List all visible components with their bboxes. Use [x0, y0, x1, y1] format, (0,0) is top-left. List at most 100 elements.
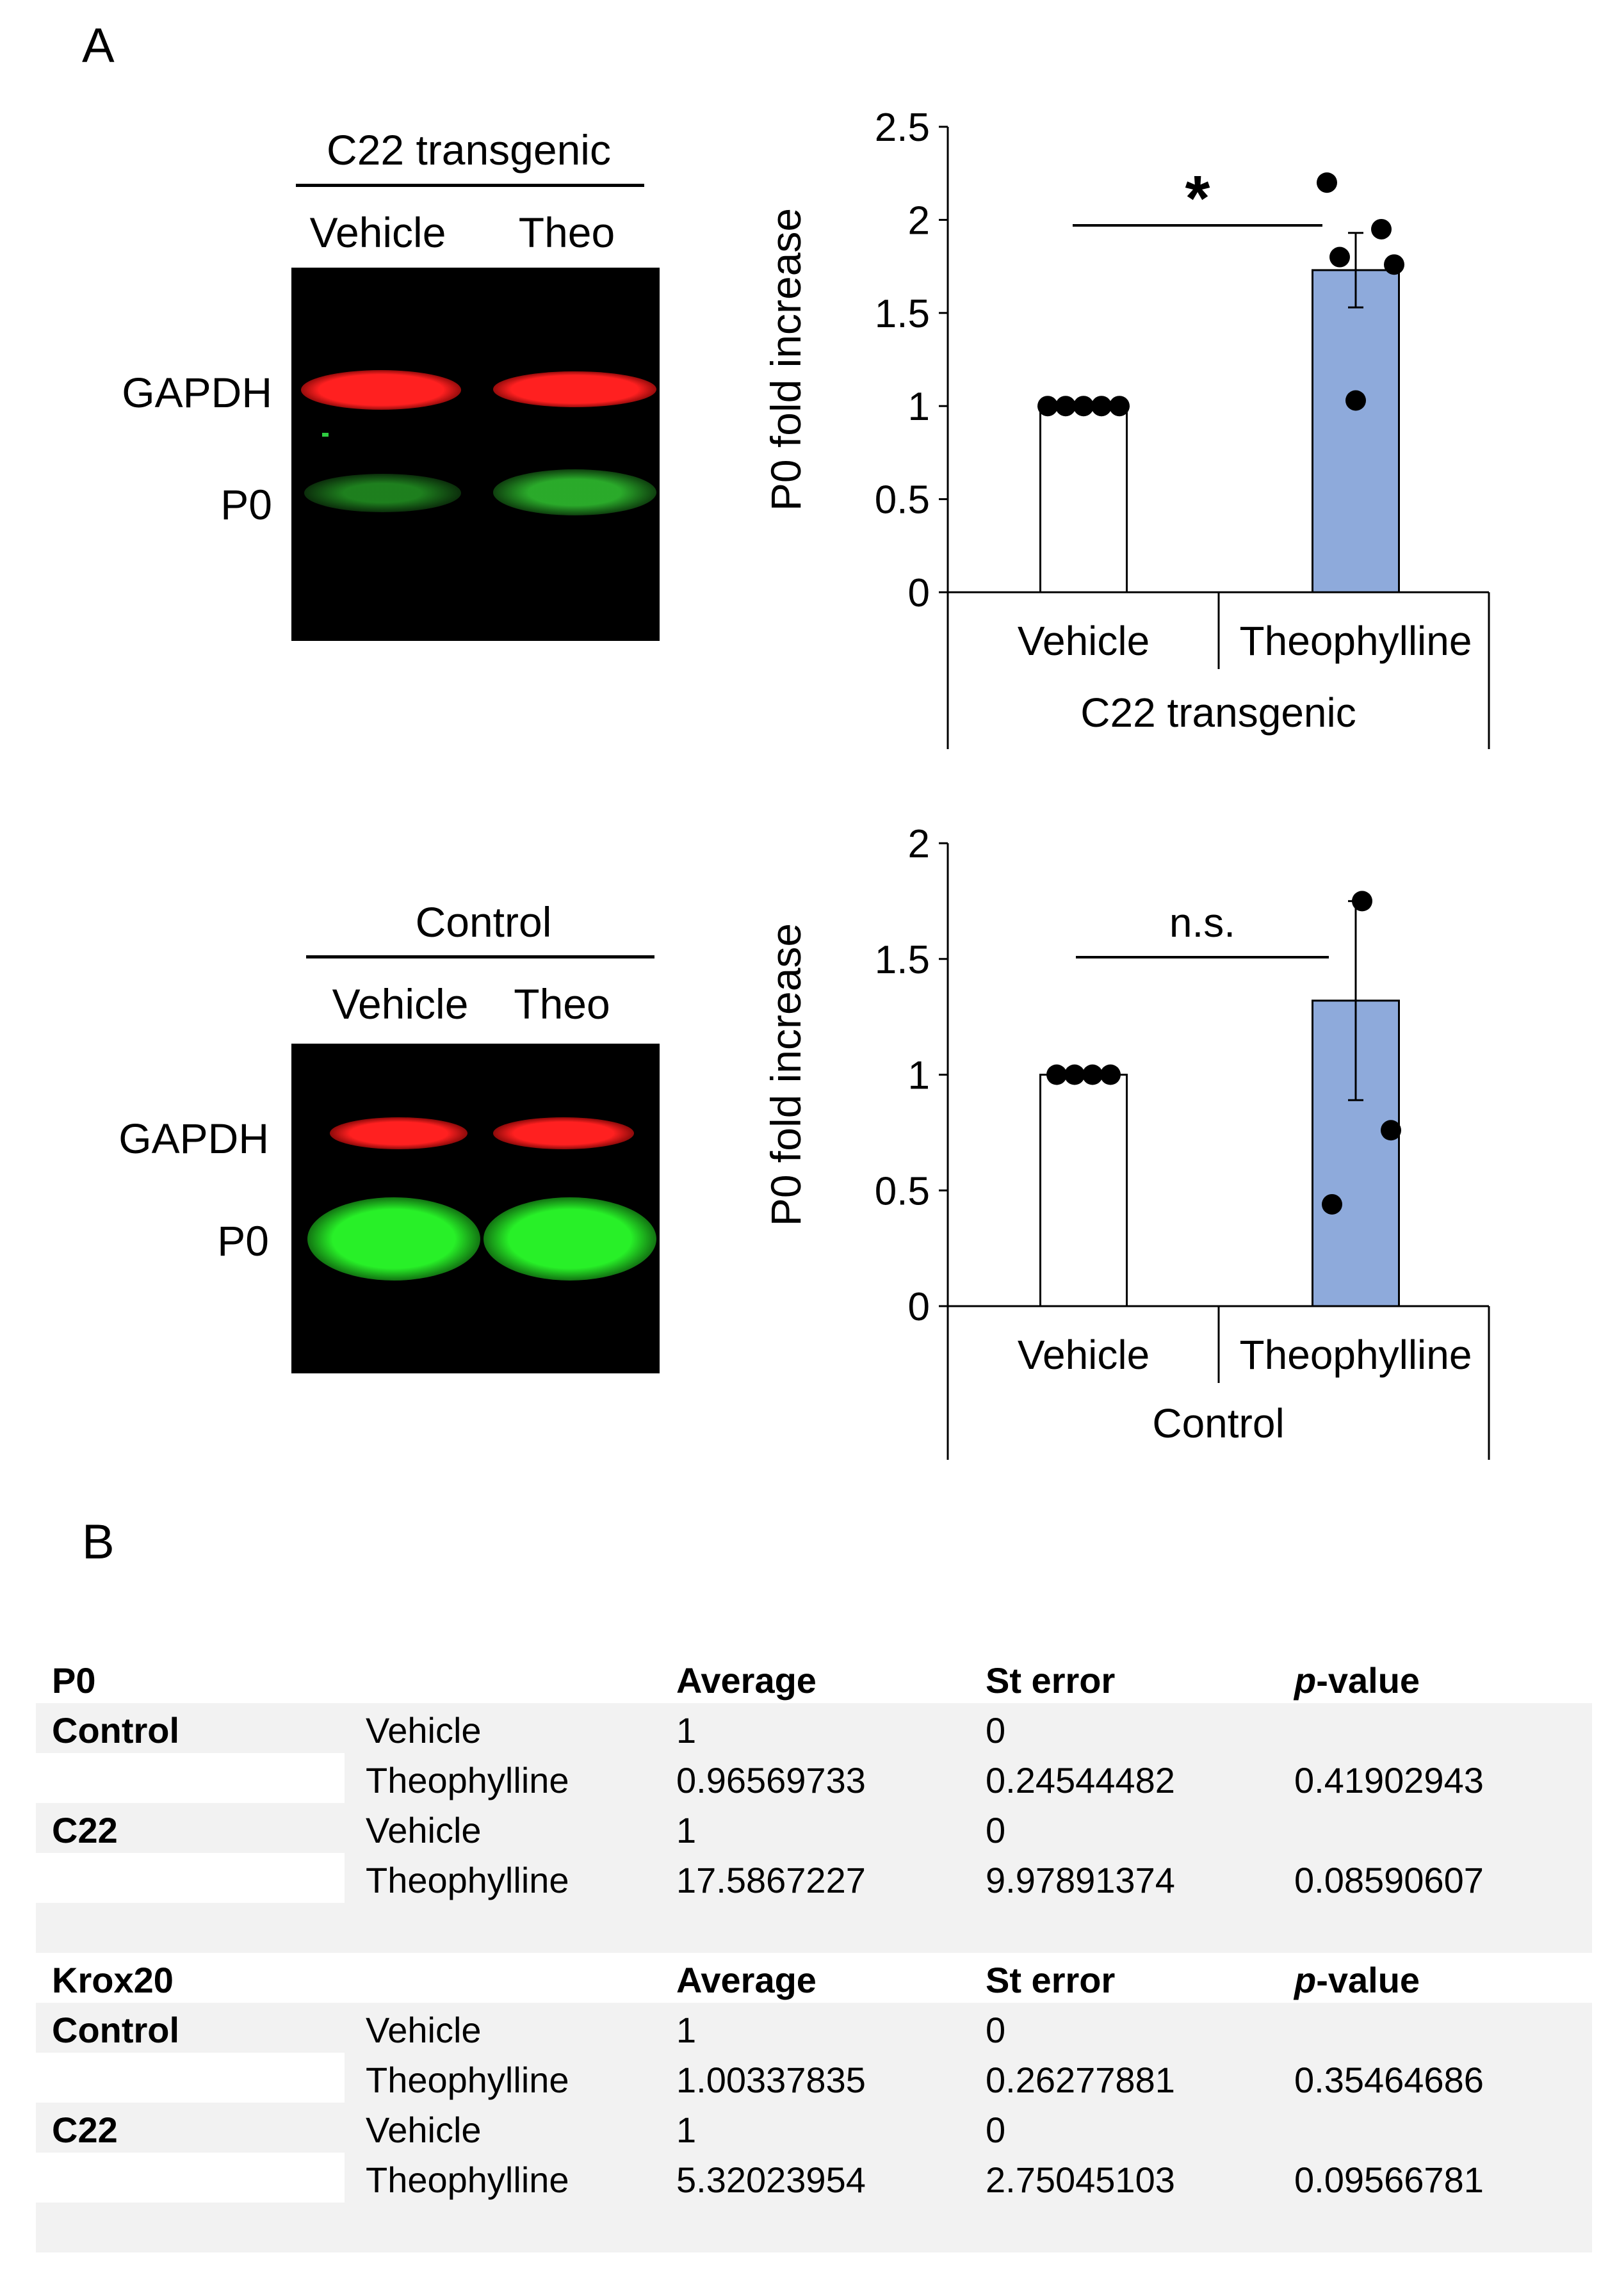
row-treatment: Vehicle	[366, 2110, 482, 2150]
blot1-group-label: C22 transgenic	[327, 126, 611, 174]
blot2-lane-theo: Theo	[514, 980, 610, 1028]
blot2-p0-theo-band	[483, 1197, 656, 1281]
y-tick-label: 0.5	[875, 478, 930, 522]
y-axis-label: P0 fold increase	[762, 923, 809, 1226]
blot1-group-line	[296, 184, 644, 187]
data-point	[1384, 254, 1404, 275]
data-point	[1322, 1193, 1342, 1215]
data-point	[1352, 891, 1372, 912]
row-sterror: 0	[986, 2010, 1006, 2050]
data-point	[1082, 1064, 1103, 1085]
data-point	[1037, 396, 1058, 417]
pvalue-italic-p: p	[1294, 1660, 1317, 1701]
data-point	[1329, 247, 1350, 268]
blot1-lane-theo: Theo	[518, 209, 615, 256]
y-tick-label: 0.5	[875, 1169, 930, 1213]
blot1-lane-vehicle: Vehicle	[309, 209, 446, 256]
data-point	[1055, 396, 1076, 417]
blot2-image	[291, 1044, 660, 1373]
row-group: C22	[52, 1810, 118, 1850]
blot1-p0-vehicle-band	[304, 474, 461, 512]
blot2-gapdh-vehicle-band	[330, 1117, 467, 1149]
x-tick-label: Theophylline	[1240, 1332, 1472, 1378]
row-pvalue: 0.08590607	[1294, 1860, 1484, 1900]
blot1-band-p0-label: P0	[220, 481, 272, 528]
x-tick-label: Theophylline	[1240, 618, 1472, 664]
bar-vehicle	[1039, 405, 1128, 594]
stats-table: P0 Average St error p-value Control Vehi…	[36, 1653, 1592, 2252]
y-tick-label: 1.5	[875, 292, 930, 336]
table-row: Control Vehicle 1 0	[36, 1703, 1592, 1753]
stats-header-row: P0 Average St error p-value	[36, 1653, 1592, 1703]
data-point	[1046, 1064, 1067, 1085]
data-point	[1345, 390, 1366, 411]
row-average: 17.5867227	[676, 1860, 866, 1900]
data-point	[1100, 1064, 1121, 1085]
data-point	[1317, 172, 1337, 193]
stats-header-pvalue: p-value	[1294, 1660, 1420, 1701]
data-point	[1091, 396, 1112, 417]
x-tick-label: Vehicle	[1018, 618, 1150, 664]
y-tick-label: 0	[908, 571, 930, 615]
y-tick-label: 2.5	[875, 106, 930, 150]
blot2-band-p0-label: P0	[217, 1217, 269, 1265]
blot2-lane-vehicle: Vehicle	[332, 980, 469, 1028]
significance-label: *	[1185, 163, 1210, 234]
row-pvalue: 0.09566781	[1294, 2160, 1484, 2200]
blot1-image	[291, 268, 660, 641]
row-treatment: Theophylline	[366, 1860, 569, 1900]
row-average: 5.32023954	[676, 2160, 866, 2200]
data-point	[1073, 396, 1094, 417]
data-point	[1381, 1120, 1401, 1141]
stats-header-sterror: St error	[986, 1960, 1116, 2000]
significance-label: n.s.	[1169, 900, 1235, 946]
table-row: C22 Vehicle 1 0	[36, 1803, 1592, 1853]
y-tick-label: 2	[908, 822, 930, 866]
blot1-speck	[322, 433, 329, 437]
table-row: Theophylline 17.5867227 9.97891374 0.085…	[36, 1853, 1592, 1903]
stats-header-row: Krox20 Average St error p-value	[36, 1953, 1592, 2003]
bar-theophylline	[1312, 269, 1400, 594]
row-average: 0.96569733	[676, 1760, 866, 1800]
table-row: Control Vehicle 1 0	[36, 2003, 1592, 2053]
blot1-gapdh-theo-band	[493, 371, 656, 407]
row-average: 1	[676, 2010, 697, 2050]
blot2-p0-vehicle-band	[307, 1197, 480, 1281]
row-group: Control	[52, 2010, 180, 2050]
blot2-gapdh-theo-band	[493, 1117, 634, 1149]
row-sterror: 0.24544482	[986, 1760, 1175, 1800]
row-treatment: Theophylline	[366, 1760, 569, 1800]
row-treatment: Vehicle	[366, 2010, 482, 2050]
pvalue-suffix: -value	[1316, 1960, 1420, 2000]
stats-header-pvalue: p-value	[1294, 1959, 1420, 2001]
row-sterror: 0.26277881	[986, 2060, 1175, 2100]
panel-a-label: A	[82, 19, 115, 73]
y-tick-label: 1.5	[875, 938, 930, 982]
row-sterror: 9.97891374	[986, 1860, 1175, 1900]
row-pvalue: 0.35464686	[1294, 2060, 1484, 2100]
row-group: Control	[52, 1710, 180, 1750]
stats-marker: P0	[52, 1660, 96, 1701]
pvalue-suffix: -value	[1316, 1660, 1420, 1701]
blot2-group-label: Control	[415, 898, 552, 946]
group-label: C22 transgenic	[1080, 690, 1356, 736]
row-average: 1	[676, 1710, 697, 1750]
row-treatment: Vehicle	[366, 1710, 482, 1750]
stats-header-average: Average	[676, 1960, 817, 2000]
row-treatment: Theophylline	[366, 2160, 569, 2200]
table-row: Theophylline 0.96569733 0.24544482 0.419…	[36, 1753, 1592, 1803]
stats-header-average: Average	[676, 1660, 817, 1701]
table-row: Theophylline 5.32023954 2.75045103 0.095…	[36, 2153, 1592, 2203]
blot2-band-gapdh-label: GAPDH	[118, 1115, 269, 1162]
y-axis-label: P0 fold increase	[762, 208, 809, 511]
blot2-group-line	[306, 955, 654, 958]
table-row: C22 Vehicle 1 0	[36, 2103, 1592, 2153]
data-point	[1371, 218, 1392, 239]
y-tick-label: 0	[908, 1285, 930, 1329]
stats-spacer	[36, 2203, 1592, 2252]
table-row: Theophylline 1.00337835 0.26277881 0.354…	[36, 2053, 1592, 2103]
stats-marker: Krox20	[52, 1960, 174, 2000]
row-average: 1	[676, 1810, 697, 1850]
row-sterror: 0	[986, 1710, 1006, 1750]
group-label: Control	[1152, 1400, 1284, 1446]
